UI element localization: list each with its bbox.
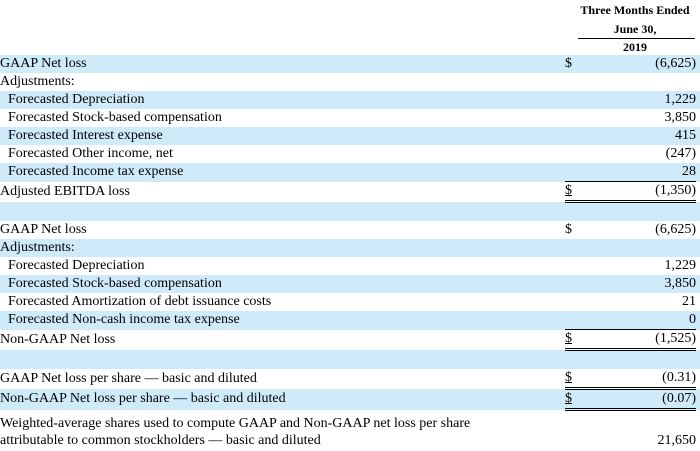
table-row: Forecasted Depreciation 1,229 — [0, 257, 700, 275]
row-label: Forecasted Stock-based compensation — [8, 110, 222, 125]
column-header-date: June 30, — [613, 22, 657, 36]
row-value: 21,650 — [657, 433, 697, 448]
table-row-total: Non-GAAP Net loss $ (1,525) — [0, 329, 700, 351]
currency-symbol: $ — [565, 391, 572, 406]
row-label: Forecasted Stock-based compensation — [0, 275, 559, 293]
currency-symbol: $ — [565, 183, 572, 198]
row-label-line: attributable to common stockholders — ba… — [0, 433, 321, 448]
row-value: (1,525) — [586, 329, 696, 351]
row-value: 0 — [586, 311, 696, 330]
row-value: 21 — [682, 294, 696, 309]
currency-symbol: $ — [565, 370, 572, 385]
row-label: Forecasted Non-cash income tax expense — [0, 311, 559, 330]
row-label: Non-GAAP Net loss per share — basic and … — [0, 388, 559, 410]
currency-symbol: $ — [565, 55, 586, 73]
row-label: GAAP Net loss — [0, 55, 559, 73]
row-label: Forecasted Interest expense — [0, 127, 559, 145]
column-header-year: 2019 — [623, 40, 647, 54]
table-row: Forecasted Income tax expense 28 — [0, 163, 700, 182]
spacer-row — [0, 349, 700, 369]
row-label: GAAP Net loss — [0, 222, 87, 237]
table-row: Forecasted Amortization of debt issuance… — [0, 293, 700, 311]
row-value: (6,625) — [586, 55, 696, 73]
row-label: GAAP Net loss per share — basic and dilu… — [0, 370, 257, 386]
currency-symbol: $ — [565, 331, 572, 346]
row-value: (0.31) — [586, 369, 696, 390]
row-value: 3,850 — [586, 275, 696, 293]
table-row: Forecasted Non-cash income tax expense 0 — [0, 311, 700, 330]
spacer-row — [0, 201, 700, 221]
row-value: 28 — [586, 163, 696, 182]
table-row: GAAP Net loss $ (6,625) — [0, 55, 700, 73]
row-label: Adjustments: — [0, 239, 559, 257]
row-label: Forecasted Amortization of debt issuance… — [8, 294, 272, 309]
row-value: 3,850 — [664, 110, 697, 125]
row-value: (6,625) — [655, 222, 696, 237]
row-value: (1,350) — [586, 181, 696, 203]
table-row: Weighted-average shares used to compute … — [0, 410, 700, 450]
row-value: 415 — [586, 127, 696, 145]
table-row: Forecasted Interest expense 415 — [0, 127, 700, 145]
currency-symbol: $ — [565, 222, 572, 237]
table-row: Forecasted Other income, net (247) — [0, 145, 700, 163]
column-header-period: Three Months Ended — [580, 3, 690, 17]
table-row: Adjustments: — [0, 73, 700, 91]
row-label: Adjusted EBITDA loss — [0, 183, 130, 199]
table-row: Forecasted Stock-based compensation 3,85… — [0, 109, 700, 127]
row-label: Adjustments: — [0, 74, 75, 89]
table-row: GAAP Net loss per share — basic and dilu… — [0, 369, 700, 390]
table-row: Non-GAAP Net loss per share — basic and … — [0, 388, 700, 411]
table-row: Forecasted Stock-based compensation 3,85… — [0, 275, 700, 293]
row-label-line: Weighted-average shares used to compute … — [0, 416, 471, 431]
row-value: (247) — [665, 146, 696, 161]
row-label: Non-GAAP Net loss — [0, 331, 116, 347]
row-label: Forecasted Depreciation — [0, 91, 559, 109]
row-label: Weighted-average shares used to compute … — [0, 410, 559, 450]
table-row: Adjustments: — [0, 239, 700, 257]
row-value: 1,229 — [664, 258, 697, 273]
row-value: 1,229 — [586, 91, 696, 109]
row-label: Forecasted Income tax expense — [0, 163, 559, 182]
reconciliation-table: GAAP Net loss $ (6,625) Adjustments: For… — [0, 55, 700, 449]
table-row: Forecasted Depreciation 1,229 — [0, 91, 700, 109]
header-rule — [578, 38, 695, 39]
table-row-total: Adjusted EBITDA loss $ (1,350) — [0, 181, 700, 203]
table-row: GAAP Net loss $ (6,625) — [0, 221, 700, 239]
row-value: (0.07) — [586, 388, 696, 411]
row-label: Forecasted Depreciation — [8, 258, 145, 273]
row-label: Forecasted Other income, net — [8, 146, 173, 161]
